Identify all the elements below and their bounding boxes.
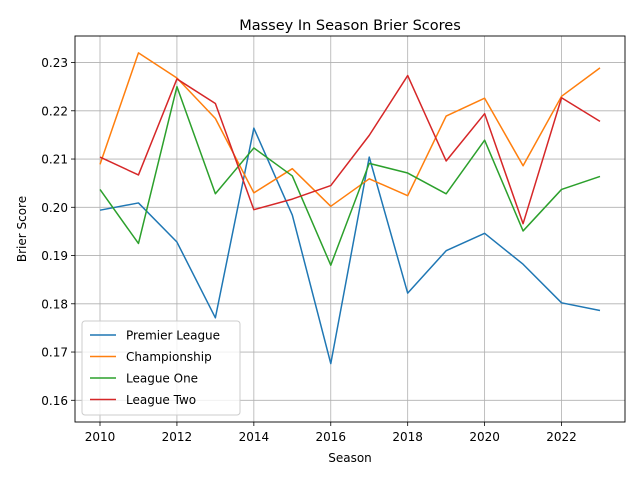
x-axis-label: Season	[328, 451, 372, 465]
legend-label-premier-league: Premier League	[126, 329, 220, 343]
x-tick-label: 2012	[162, 430, 193, 444]
x-tick-label: 2020	[469, 430, 500, 444]
series-line-championship	[99, 52, 601, 208]
chart-title: Massey In Season Brier Scores	[239, 18, 461, 34]
y-tick-label: 0.19	[41, 249, 68, 263]
axis-ticks: 2010 2012 2014 2016 2018 2020 2022 0.16 0.17 0.18…	[41, 56, 577, 444]
y-tick-label: 0.18	[41, 297, 68, 311]
x-tick-label: 2022	[546, 430, 577, 444]
y-tick-label: 0.23	[41, 56, 68, 70]
y-tick-label: 0.21	[41, 153, 68, 167]
legend-box	[81, 320, 241, 416]
y-tick-label: 0.16	[41, 394, 68, 408]
legend-label-championship: Championship	[126, 350, 212, 364]
x-tick-label: 2014	[239, 430, 270, 444]
y-axis-label: Brier Score	[15, 196, 29, 262]
plot-area-frame	[74, 35, 626, 423]
y-tick-label: 0.17	[41, 346, 68, 360]
series-lines	[99, 52, 601, 365]
legend-label-league-one: League One	[126, 372, 198, 386]
series-line-league-one	[99, 85, 601, 266]
series-line-league-two	[99, 74, 601, 225]
x-tick-label: 2018	[392, 430, 423, 444]
legend-label-league-two: League Two	[126, 393, 196, 407]
x-tick-label: 2010	[85, 430, 116, 444]
legend: Premier League Championship League One Leag…	[81, 320, 241, 416]
x-tick-label: 2016	[315, 430, 346, 444]
y-tick-label: 0.22	[41, 104, 68, 118]
y-tick-label: 0.20	[41, 201, 68, 215]
series-line-premier-league	[99, 127, 601, 365]
